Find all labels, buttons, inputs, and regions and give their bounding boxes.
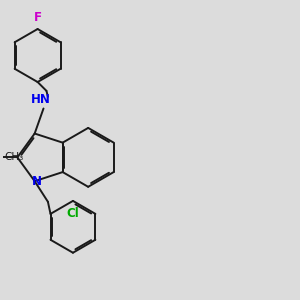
Text: F: F — [34, 11, 42, 24]
Text: N: N — [32, 175, 42, 188]
Text: CH₃: CH₃ — [5, 152, 24, 162]
Text: HN: HN — [31, 93, 50, 106]
Text: Cl: Cl — [67, 207, 79, 220]
